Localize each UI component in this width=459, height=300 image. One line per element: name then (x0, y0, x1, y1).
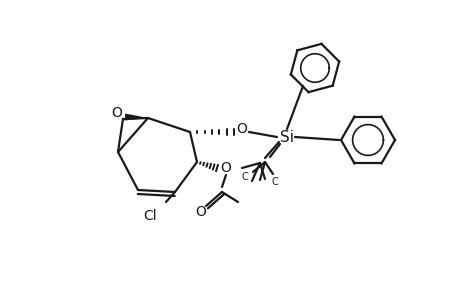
Text: O: O (220, 161, 231, 175)
Text: O: O (112, 106, 122, 120)
Polygon shape (124, 113, 148, 121)
Text: O: O (195, 205, 206, 219)
Text: Cl: Cl (143, 209, 157, 223)
Text: O: O (236, 122, 247, 136)
Text: C: C (241, 172, 248, 182)
Text: Si: Si (280, 130, 293, 145)
Text: C: C (271, 177, 278, 187)
